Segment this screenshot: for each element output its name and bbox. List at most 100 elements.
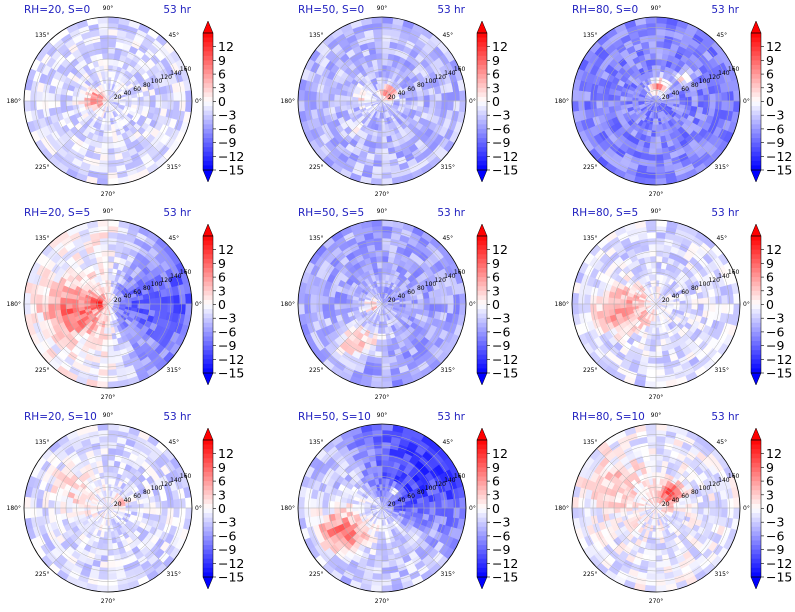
colorbar-tick-label: −15	[218, 163, 244, 178]
heatmap-cell	[644, 17, 657, 25]
theta-tick-label: 315°	[441, 164, 455, 171]
colorbar-segment	[751, 55, 761, 61]
heatmap-cell	[381, 249, 390, 257]
colorbar-tick-label: −6	[218, 121, 236, 136]
heatmap-cell	[107, 166, 118, 174]
theta-tick-label: 90°	[103, 208, 114, 215]
heatmap-cell	[655, 243, 665, 251]
heatmap-cell	[99, 357, 109, 365]
theta-tick-label: 90°	[103, 5, 114, 12]
colorbar-segment	[203, 78, 213, 84]
colorbar-segment	[203, 42, 213, 48]
heatmap-cell	[173, 100, 181, 111]
heatmap-cell	[103, 327, 109, 335]
heatmap-cell	[376, 136, 383, 144]
heatmap-cell	[107, 351, 116, 359]
theta-tick-label: 90°	[377, 5, 388, 12]
heatmap-cell	[303, 90, 311, 102]
heatmap-cell	[647, 357, 657, 365]
heatmap-cell	[107, 148, 116, 156]
heatmap-cell	[101, 549, 109, 557]
colorbar-segment	[477, 354, 487, 360]
heatmap-cell	[102, 333, 109, 341]
heatmap-cell	[417, 100, 425, 107]
colorbar-segment	[203, 245, 213, 251]
heatmap-cell	[71, 95, 79, 102]
radial-tick-label: 60	[133, 86, 141, 93]
theta-tick-label: 0°	[195, 98, 202, 105]
heatmap-cell	[149, 507, 157, 515]
heatmap-cell	[65, 502, 73, 509]
heatmap-cell	[572, 100, 580, 113]
heatmap-cell	[655, 70, 661, 78]
heatmap-cell	[149, 100, 157, 108]
heatmap-cell	[65, 95, 73, 102]
colorbar-segment	[203, 106, 213, 112]
colorbar-segment	[751, 156, 761, 162]
heatmap-cell	[607, 94, 615, 102]
heatmap-cell	[381, 380, 394, 388]
theta-tick-label: 45°	[716, 32, 727, 39]
heatmap-cell	[371, 172, 383, 180]
heatmap-cell	[143, 100, 151, 107]
heatmap-cell	[376, 339, 383, 347]
colorbar-segment	[751, 37, 761, 43]
heatmap-cell	[137, 100, 145, 107]
theta-tick-label: 225°	[35, 367, 49, 374]
heatmap-cell	[107, 459, 115, 467]
theta-tick-label: 270°	[101, 191, 115, 198]
heatmap-cell	[327, 303, 335, 312]
colorbar-segment	[477, 281, 487, 287]
heatmap-cell	[137, 303, 145, 310]
heatmap-cell	[572, 89, 580, 102]
colorbar-segment	[477, 313, 487, 319]
colorbar-segment	[203, 359, 213, 365]
heatmap-cell	[691, 100, 699, 107]
heatmap-cell	[77, 503, 85, 509]
heatmap-cell	[107, 357, 117, 365]
colorbar-segment	[477, 83, 487, 89]
panel-title: RH=50, S=5	[298, 207, 364, 219]
theta-tick-label: 180°	[281, 98, 295, 105]
heatmap-cell	[381, 52, 389, 60]
heatmap-cell	[655, 249, 664, 257]
heatmap-cell	[97, 22, 109, 30]
colorbar-segment	[751, 78, 761, 84]
colorbar-segment	[203, 46, 213, 52]
heatmap-cell	[107, 261, 114, 269]
radial-tick-label: 20	[662, 297, 670, 304]
colorbar-tick-label: 6	[218, 67, 226, 82]
heatmap-cell	[29, 100, 37, 112]
heatmap-cell	[179, 100, 187, 112]
colorbar-segment	[751, 245, 761, 251]
colorbar-segment	[203, 124, 213, 130]
radial-tick-label: 40	[398, 293, 406, 300]
heatmap-cell	[732, 292, 740, 305]
angular-gridline	[107, 41, 168, 102]
colorbar-segment	[477, 138, 487, 143]
colorbar-segment	[477, 96, 487, 102]
colorbar-segment	[477, 151, 487, 157]
colorbar-segment	[751, 277, 761, 283]
heatmap-cell	[381, 375, 393, 383]
heatmap-cell	[381, 46, 390, 54]
colorbar-segment	[751, 236, 761, 241]
colorbar-segment	[203, 138, 213, 143]
heatmap-cell	[24, 292, 32, 305]
time-label: 53 hr	[711, 207, 739, 219]
heatmap-cell	[405, 100, 413, 106]
colorbar-segment	[203, 151, 213, 157]
heatmap-cell	[381, 261, 388, 269]
colorbar-segment	[477, 78, 487, 84]
heatmap-cell	[381, 70, 387, 78]
colorbar-segment	[203, 133, 213, 139]
heatmap-cell	[298, 303, 306, 316]
heatmap-cell	[613, 298, 621, 305]
heatmap-cell	[339, 95, 347, 102]
heatmap-cell	[655, 255, 663, 263]
heatmap-cell	[648, 46, 657, 54]
heatmap-cell	[99, 40, 109, 48]
colorbar-segment	[203, 142, 213, 148]
